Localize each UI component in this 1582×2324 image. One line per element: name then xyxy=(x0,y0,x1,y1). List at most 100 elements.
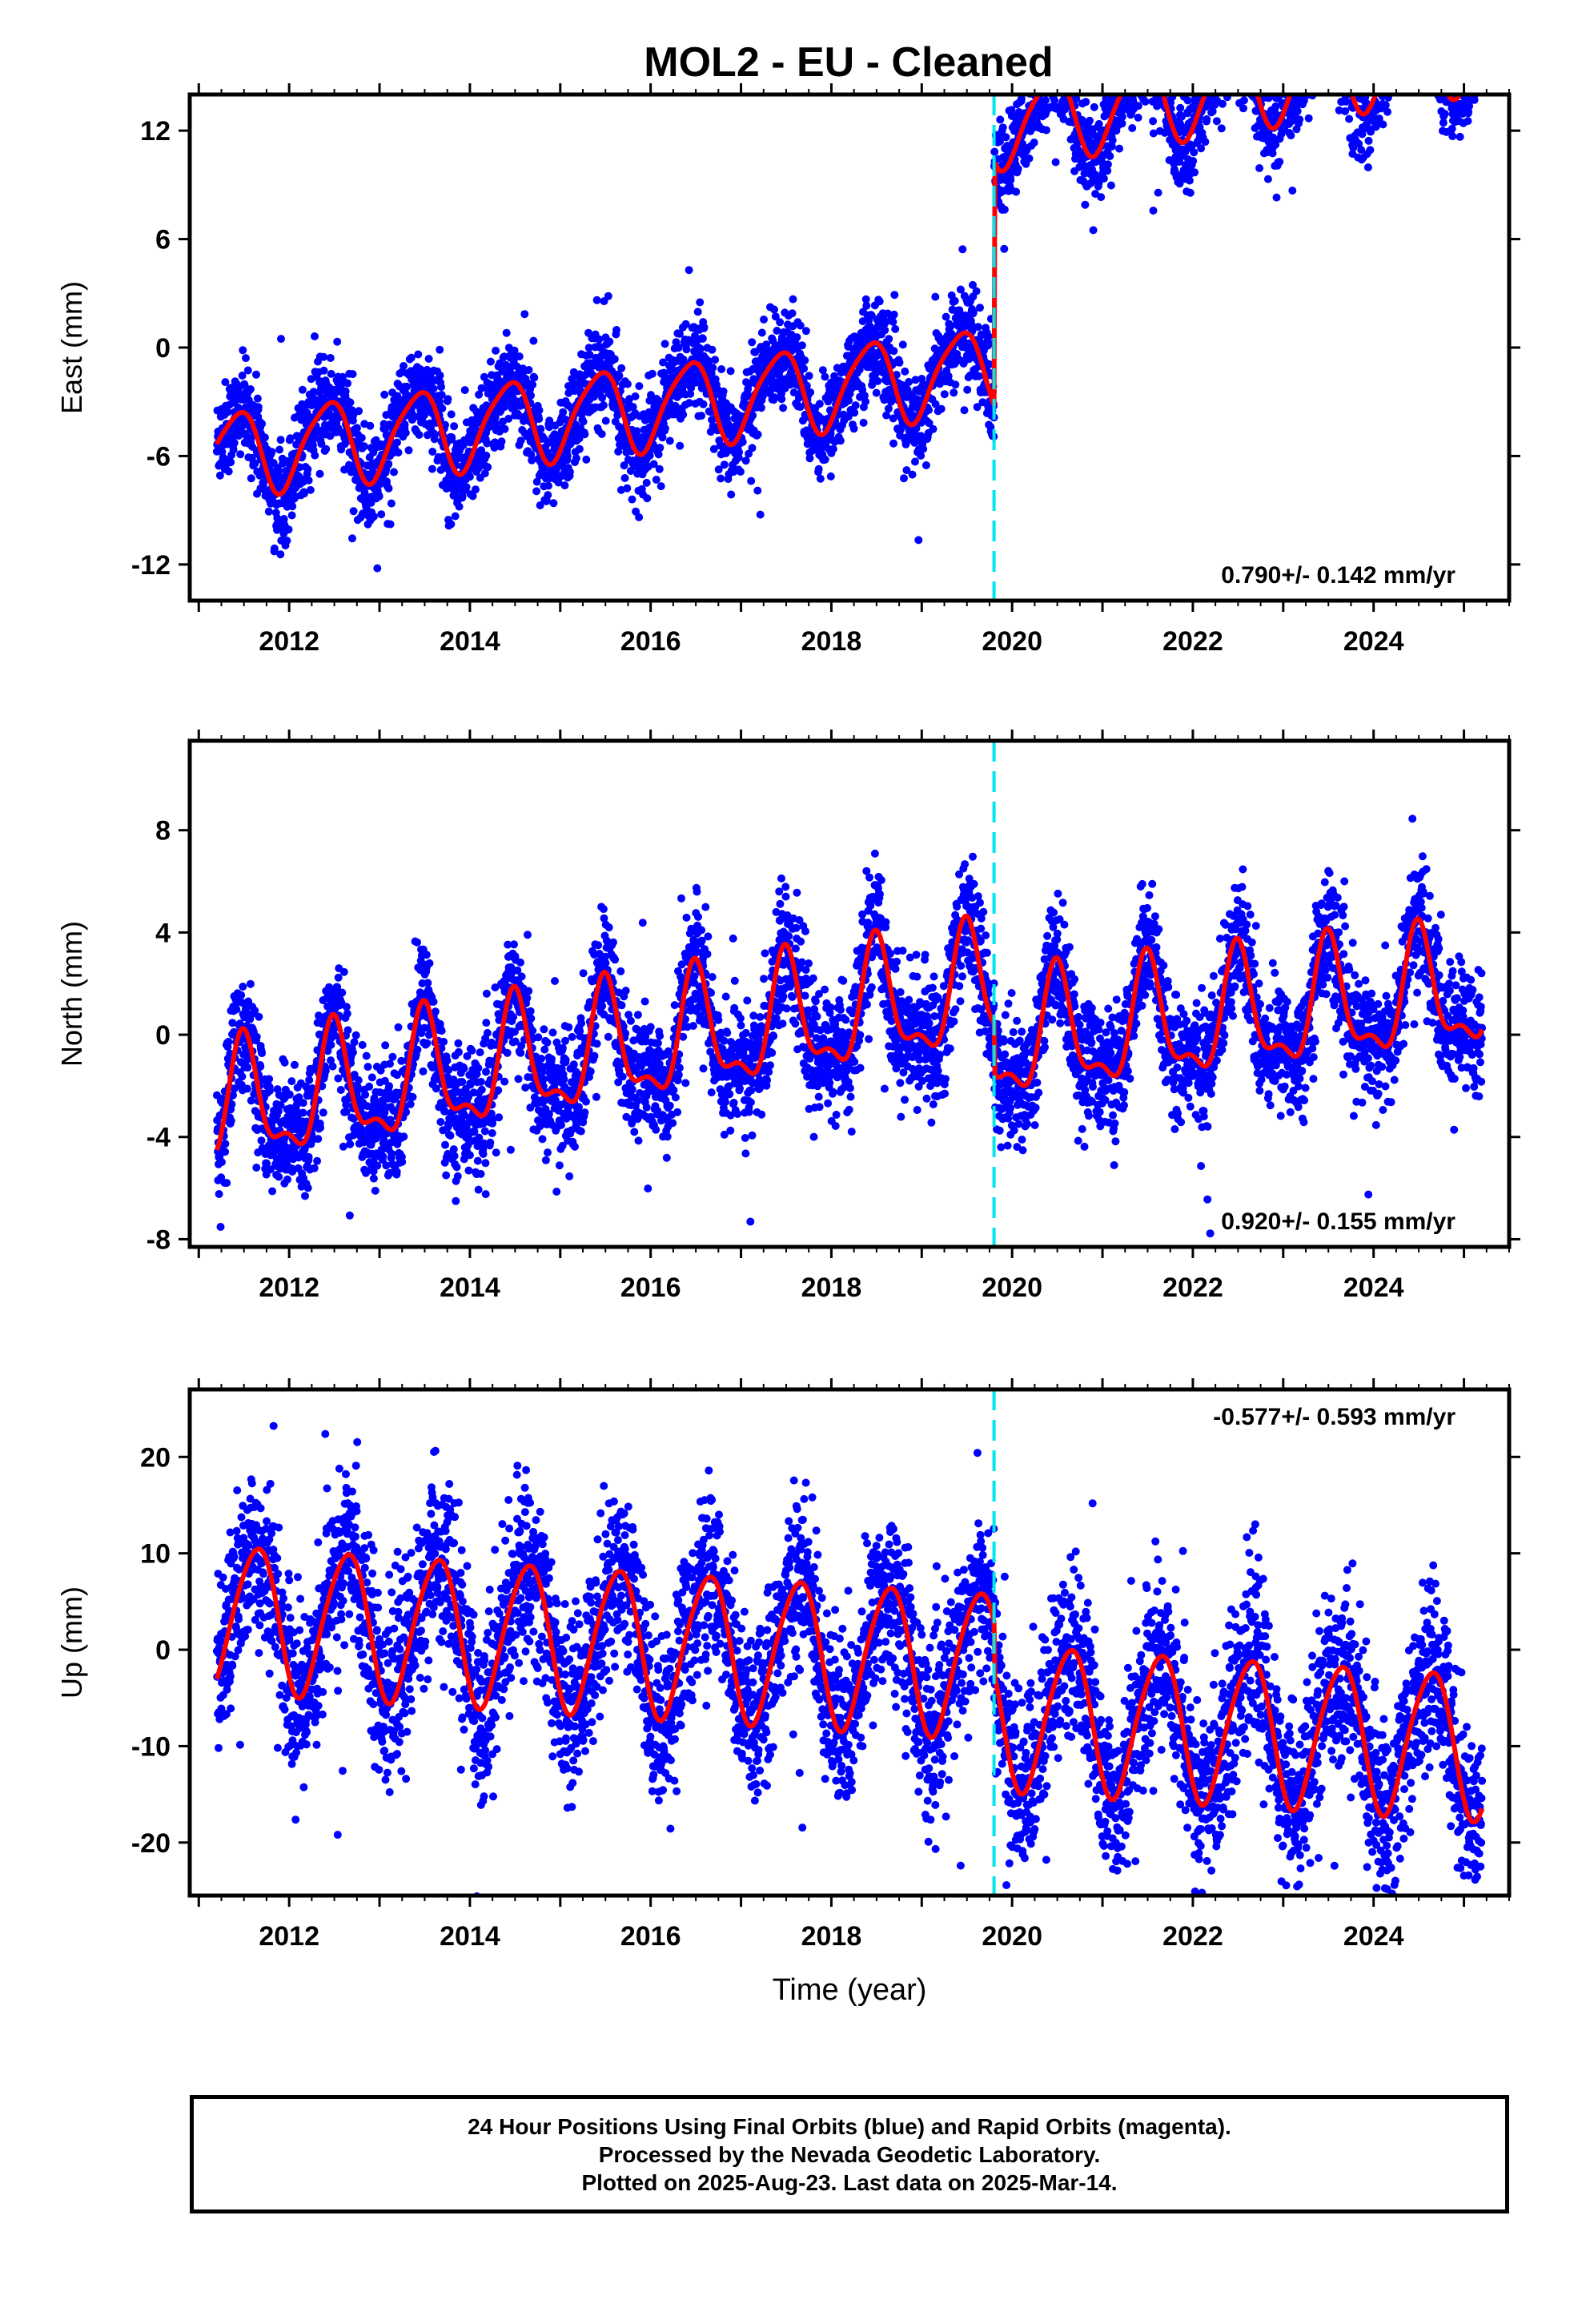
data-point xyxy=(801,356,809,364)
data-point xyxy=(357,433,366,442)
data-point xyxy=(1139,48,1147,56)
data-point xyxy=(1152,75,1160,83)
data-point xyxy=(1414,30,1422,38)
data-point xyxy=(850,408,859,417)
data-point xyxy=(1227,63,1235,71)
data-point xyxy=(873,376,882,385)
data-point xyxy=(1327,21,1335,29)
data-point xyxy=(1220,73,1228,81)
data-point xyxy=(1298,51,1306,59)
data-point xyxy=(1392,28,1400,36)
data-point xyxy=(1135,59,1143,67)
data-point xyxy=(1217,63,1225,71)
data-point xyxy=(1380,58,1388,66)
data-point xyxy=(311,332,319,340)
data-point xyxy=(1389,65,1397,73)
data-point xyxy=(1435,71,1443,79)
data-point xyxy=(1260,71,1268,79)
data-point xyxy=(1411,70,1419,78)
data-point xyxy=(1400,37,1408,45)
data-point xyxy=(1334,42,1342,50)
data-point xyxy=(1061,78,1069,86)
data-point xyxy=(277,335,285,344)
data-point xyxy=(1374,76,1382,84)
data-point xyxy=(1146,52,1154,60)
data-point xyxy=(1162,77,1170,85)
data-point xyxy=(1162,73,1170,81)
data-point xyxy=(1288,65,1296,73)
data-point xyxy=(1141,47,1149,55)
data-point xyxy=(1220,38,1228,46)
data-point xyxy=(1415,62,1423,70)
data-point xyxy=(1347,73,1355,81)
data-point xyxy=(1228,42,1236,50)
data-point xyxy=(242,354,250,363)
data-point xyxy=(1333,14,1341,22)
data-point xyxy=(1221,79,1229,87)
data-point xyxy=(1406,6,1414,14)
data-point xyxy=(1423,0,1431,2)
data-point xyxy=(1058,78,1066,86)
data-point xyxy=(1118,67,1126,75)
data-point xyxy=(1405,13,1413,21)
data-point xyxy=(1424,38,1432,46)
data-point xyxy=(1403,0,1411,6)
data-point xyxy=(1216,63,1224,71)
data-point xyxy=(1122,52,1130,60)
data-point xyxy=(1215,14,1223,22)
data-point xyxy=(1242,67,1250,75)
data-point xyxy=(700,323,709,332)
data-point xyxy=(1358,82,1366,90)
data-point xyxy=(921,461,930,469)
data-point xyxy=(1138,18,1146,26)
data-point xyxy=(1431,49,1439,57)
data-point xyxy=(1132,61,1140,69)
data-point xyxy=(477,384,486,392)
data-point xyxy=(1363,64,1371,72)
data-point xyxy=(635,513,644,521)
data-point xyxy=(1311,44,1319,52)
data-point xyxy=(579,417,588,426)
data-point xyxy=(1302,59,1310,67)
data-point xyxy=(1429,74,1437,82)
data-point xyxy=(1143,78,1151,86)
data-point xyxy=(1427,17,1435,25)
data-point xyxy=(1201,22,1209,30)
data-point xyxy=(640,416,649,424)
data-point xyxy=(1123,71,1131,79)
data-point xyxy=(1126,83,1134,91)
data-point xyxy=(369,512,378,521)
data-point xyxy=(1443,85,1451,93)
data-point xyxy=(1055,64,1063,72)
data-point xyxy=(387,499,396,508)
data-point xyxy=(1419,14,1427,22)
data-point xyxy=(1323,38,1331,46)
data-point xyxy=(756,510,765,519)
data-point xyxy=(1259,78,1267,86)
data-point xyxy=(908,470,917,479)
data-point xyxy=(1306,57,1314,65)
data-point xyxy=(1054,58,1062,66)
data-point xyxy=(1262,77,1270,85)
data-point xyxy=(931,292,940,301)
data-point xyxy=(1332,26,1340,34)
data-point xyxy=(1060,58,1068,66)
data-point xyxy=(1283,58,1291,66)
data-point xyxy=(1433,70,1441,78)
data-point xyxy=(1395,66,1403,74)
data-point xyxy=(1319,46,1327,54)
data-point xyxy=(345,460,353,469)
data-point xyxy=(436,345,444,354)
data-point xyxy=(1331,57,1339,65)
data-point xyxy=(1201,138,1210,147)
data-point xyxy=(264,507,273,516)
data-point xyxy=(911,457,919,466)
data-point xyxy=(1378,33,1386,41)
data-point xyxy=(1432,72,1440,80)
data-point xyxy=(1327,33,1335,41)
data-point xyxy=(1294,44,1302,52)
data-point xyxy=(1344,75,1352,83)
data-point xyxy=(360,489,369,497)
data-point xyxy=(1293,107,1302,115)
data-point xyxy=(779,404,788,412)
